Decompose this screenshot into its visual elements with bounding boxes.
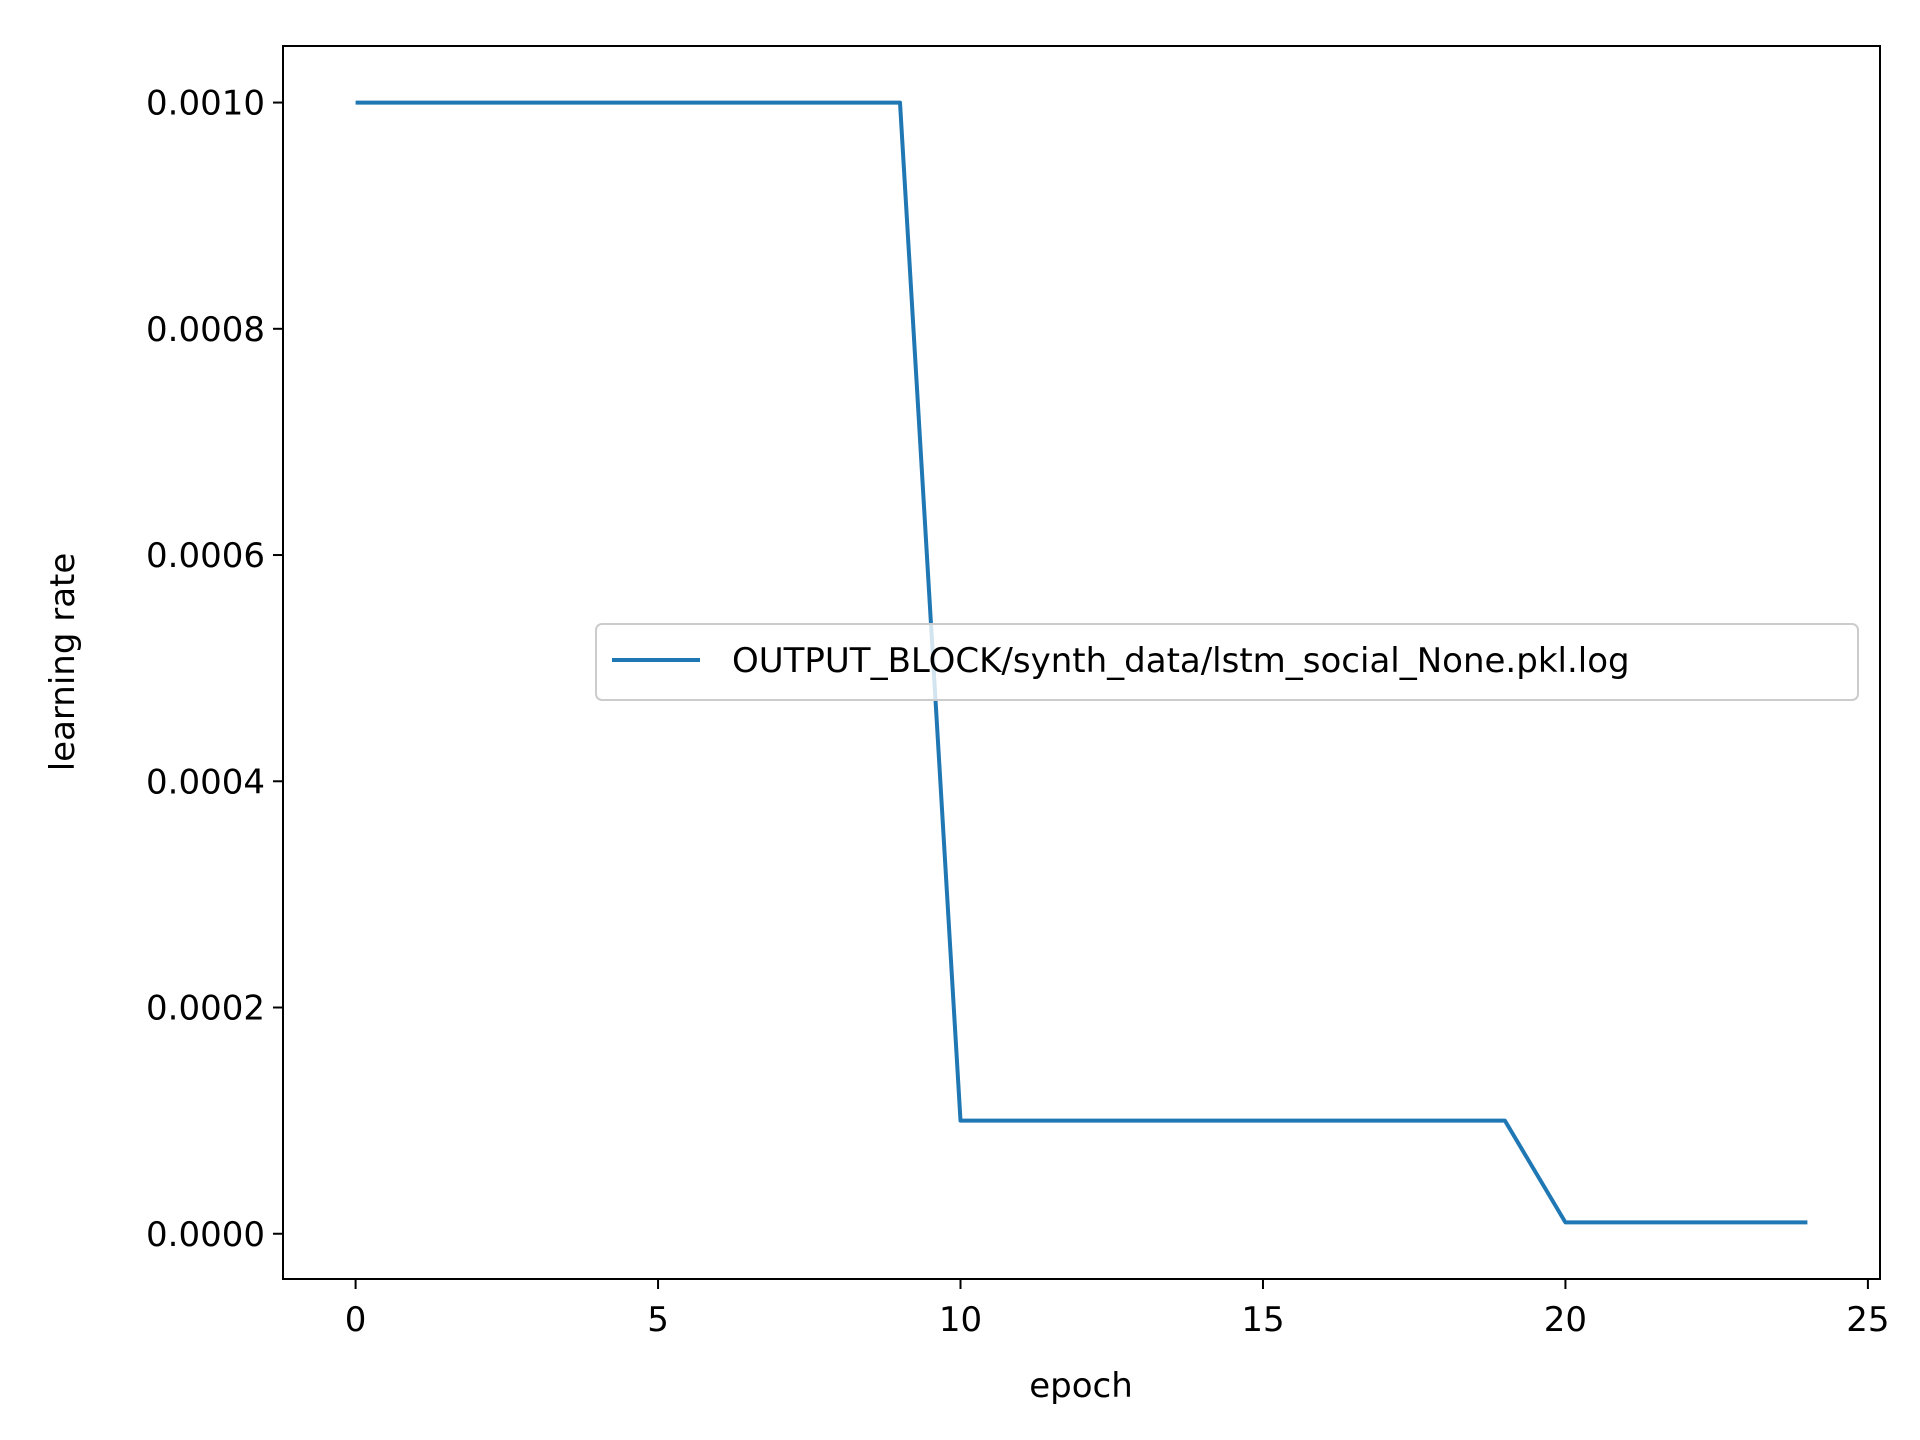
x-tick-label: 0 bbox=[345, 1300, 367, 1340]
y-tick-label: 0.0010 bbox=[146, 84, 265, 124]
y-tick-label: 0.0000 bbox=[146, 1215, 265, 1255]
y-tick-label: 0.0006 bbox=[146, 536, 265, 576]
x-tick-label: 20 bbox=[1544, 1300, 1587, 1340]
y-tick-label: 0.0008 bbox=[146, 310, 265, 350]
x-tick-label: 25 bbox=[1846, 1300, 1889, 1340]
x-axis-label: epoch bbox=[1029, 1366, 1133, 1406]
y-axis-label: learning rate bbox=[43, 553, 83, 772]
y-tick-label: 0.0004 bbox=[146, 762, 265, 802]
x-tick-label: 15 bbox=[1241, 1300, 1284, 1340]
x-axis: 0 5 10 15 20 25 bbox=[345, 1279, 1890, 1340]
legend-box bbox=[595, 623, 1859, 701]
legend-label: OUTPUT_BLOCK/synth_data/lstm_social_None… bbox=[732, 641, 1630, 681]
series-layer bbox=[355, 100, 1808, 1225]
y-tick-label: 0.0002 bbox=[146, 989, 265, 1029]
axes-frame bbox=[282, 45, 1881, 1280]
x-tick-label: 10 bbox=[939, 1300, 982, 1340]
x-tick-label: 5 bbox=[647, 1300, 669, 1340]
legend: OUTPUT_BLOCK/synth_data/lstm_social_None… bbox=[595, 623, 1859, 701]
y-axis: 0.0000 0.0002 0.0004 0.0006 0.0008 0.0010 bbox=[146, 84, 283, 1255]
series-line bbox=[355, 100, 1808, 1225]
